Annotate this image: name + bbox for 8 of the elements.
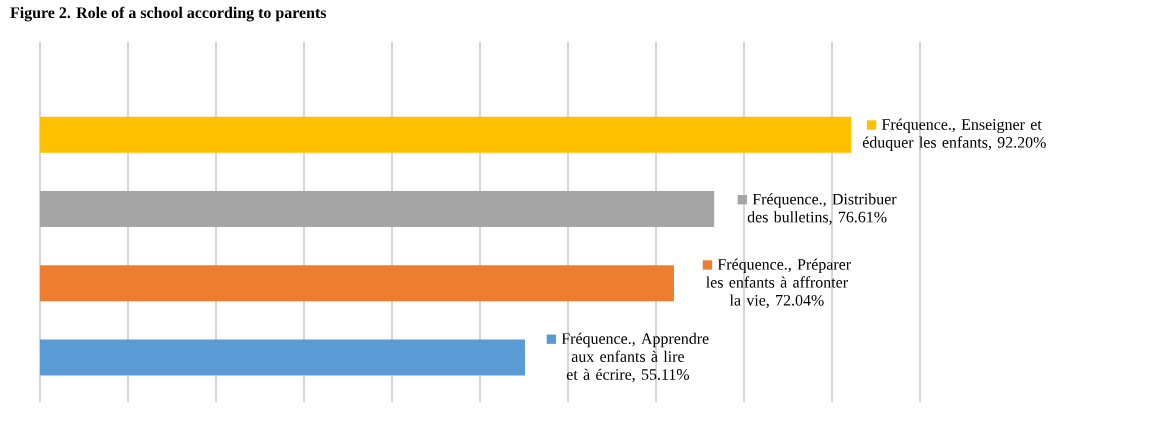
chart-title: Figure 2. Role of a school according to parents (10, 6, 327, 22)
data-label: Fréquence., Enseigner et éduquer les enfants, 92.20% (862, 118, 1046, 151)
bar (40, 265, 674, 302)
data-label: Fréquence., Apprendre aux enfants à lire et à écrire, 55.11% (561, 332, 709, 383)
data-label: Fréquence., Distribuer des bulletins, 76.61% (747, 193, 897, 225)
data-label: Fréquence., Préparer les enfants à affronter la vie, 72.04% (706, 258, 851, 308)
bar (40, 339, 525, 376)
bar (40, 116, 852, 153)
